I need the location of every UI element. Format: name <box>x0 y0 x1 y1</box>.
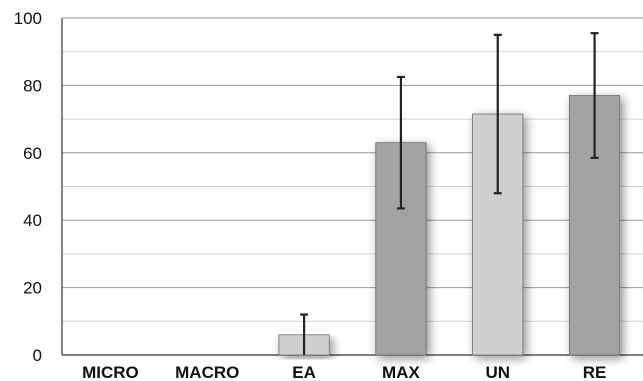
tick-labels: 0 20 40 60 80 100 MICRO MACRO EA MAX UN RE <box>14 9 607 381</box>
y-tick-label: 60 <box>23 144 42 163</box>
y-tick-label: 80 <box>23 76 42 95</box>
bars <box>278 95 621 356</box>
y-tick-label: 40 <box>23 211 42 230</box>
x-tick-label-ea: EA <box>292 363 316 381</box>
y-tick-label: 0 <box>33 346 42 365</box>
x-tick-label-macro: MACRO <box>175 363 239 381</box>
x-tick-label-re: RE <box>583 363 607 381</box>
gridlines <box>62 17 643 322</box>
x-tick-label-un: UN <box>485 363 510 381</box>
y-tick-label: 20 <box>23 279 42 298</box>
axes <box>61 18 643 356</box>
x-tick-label-micro: MICRO <box>82 363 139 381</box>
x-tick-label-max: MAX <box>382 363 420 381</box>
error-bars <box>300 32 599 355</box>
y-tick-label: 100 <box>14 9 42 28</box>
